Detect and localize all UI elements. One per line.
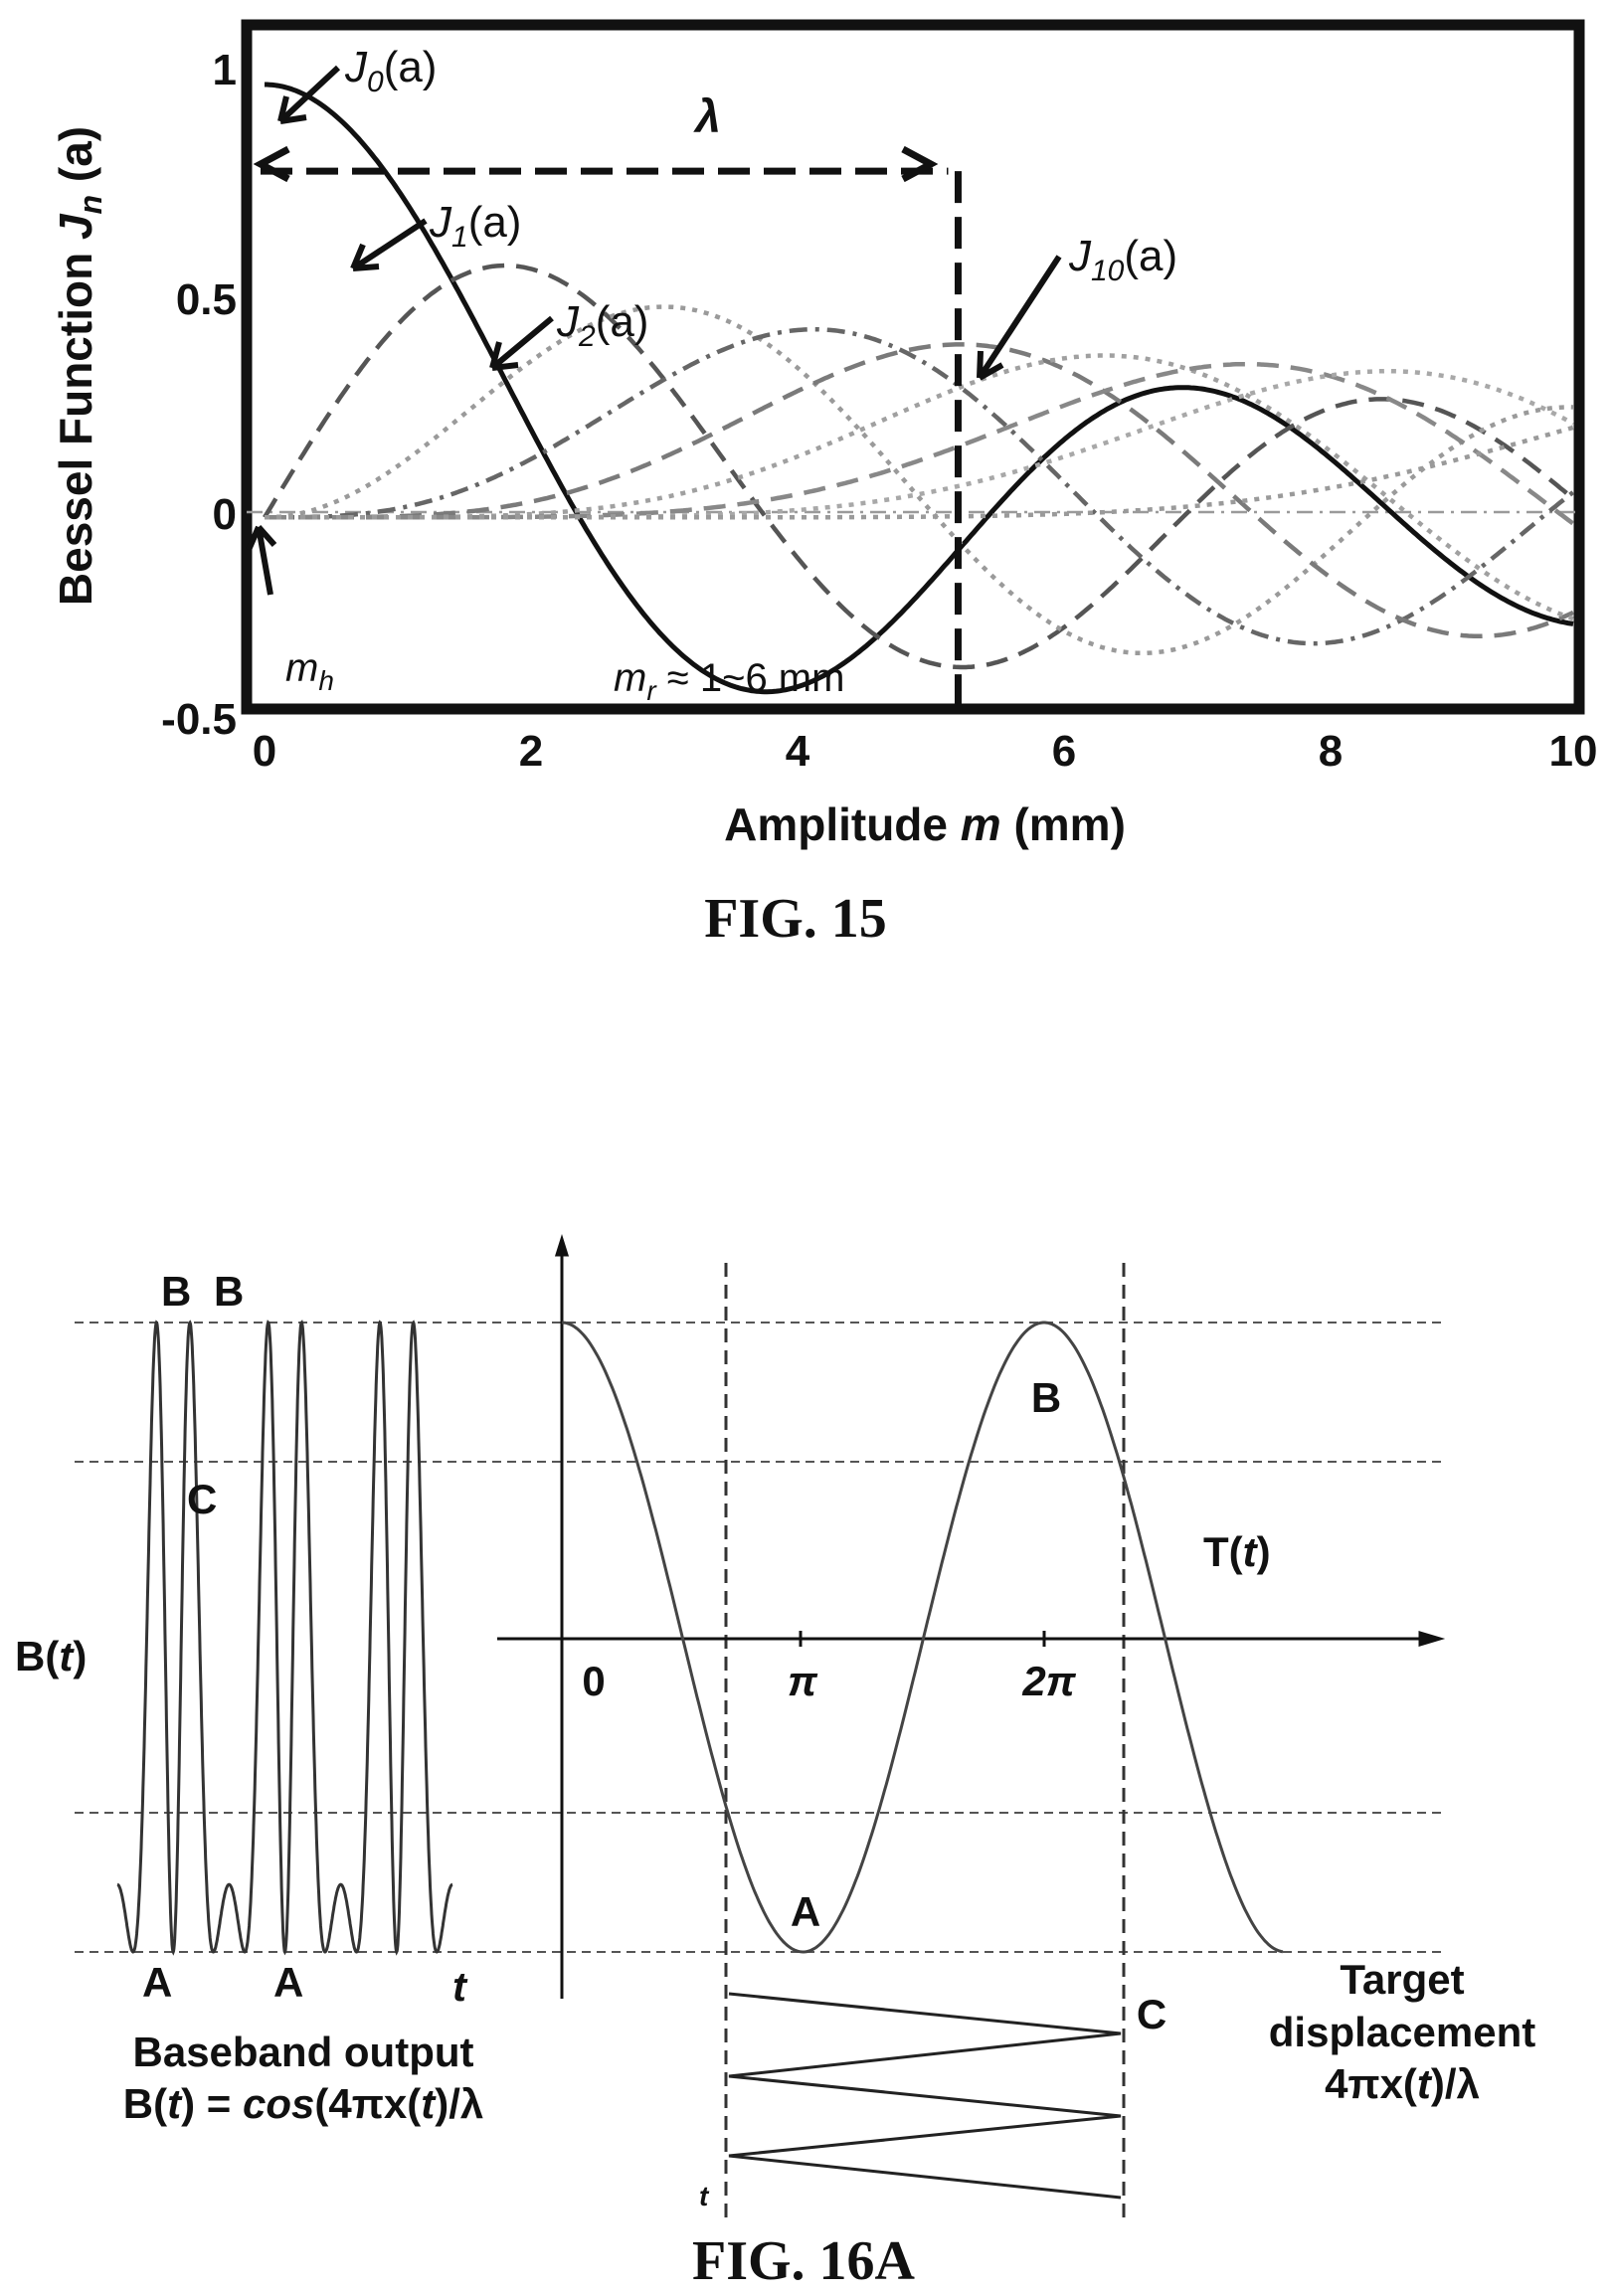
- phase-markers: [724, 1263, 1126, 2217]
- curve-label: T(t): [1203, 1528, 1271, 1575]
- mr-label: mr ≈ 1~6 mm: [614, 656, 844, 706]
- y-tick-label: 0.5: [176, 275, 237, 324]
- displacement-time-label: t: [699, 2181, 710, 2211]
- series-label-j2: J2(a): [556, 297, 648, 353]
- point-label-a: A: [142, 1959, 172, 2006]
- y-axis-label: Bessel Function Jn (a): [50, 126, 108, 606]
- lambda-label: λ: [692, 90, 721, 142]
- figure-caption: FIG. 16A: [692, 2230, 916, 2292]
- mh-label: mh: [285, 646, 334, 696]
- point-label-b: B: [161, 1268, 191, 1315]
- wavelength-indicator: [253, 145, 962, 704]
- series-line-j7: [265, 368, 1575, 520]
- plot-frame: [241, 19, 1585, 715]
- tick-zero: 0: [582, 1658, 605, 1704]
- series-line-j5: [265, 353, 1574, 621]
- time-label: t: [452, 1963, 468, 2010]
- point-label-b: B: [1031, 1374, 1061, 1421]
- series-label-j10: J10(a): [1068, 232, 1177, 287]
- x-tick-label: 6: [1052, 727, 1076, 776]
- series-line-j10: [265, 425, 1574, 520]
- series-label-j0: J0(a): [344, 43, 437, 98]
- x-tick-label: 2: [519, 727, 543, 776]
- point-label-a: A: [791, 1888, 820, 1935]
- x-tick-label: 8: [1319, 727, 1343, 776]
- point-label-c: C: [187, 1476, 217, 1522]
- fig15-chart: 1 0.5 0 -0.5 0 2 4 6 8 10 Amplitude m (m…: [50, 19, 1598, 950]
- waveforms: [116, 1320, 1284, 2200]
- target-caption-line2: displacement: [1269, 2009, 1535, 2055]
- point-label-a: A: [273, 1959, 303, 2006]
- left-title: B(t): [15, 1633, 87, 1679]
- series-label-j1: J1(a): [429, 198, 521, 254]
- phase-curve: [561, 1321, 1284, 1954]
- fig16a-diagram: B(t) B B C A A t Baseband output B(t) = …: [15, 1233, 1535, 2292]
- x-axis-label: Amplitude m (mm): [724, 798, 1126, 850]
- baseband-caption-line2: B(t) = cos(4πx(t)/λ: [123, 2080, 483, 2127]
- x-tick-label: 0: [253, 727, 276, 776]
- series-line-j0: [265, 82, 1574, 695]
- bessel-curves: [263, 82, 1575, 695]
- tick-2pi: 2π: [1021, 1658, 1076, 1704]
- target-caption-line1: Target: [1340, 1956, 1464, 2003]
- baseband-caption-line1: Baseband output: [133, 2029, 474, 2075]
- series-line-j2: [265, 304, 1574, 656]
- right-axes: [497, 1233, 1446, 1999]
- x-tick-label: 4: [786, 727, 810, 776]
- displacement-zigzag: [728, 1992, 1122, 2200]
- point-label-b: B: [214, 1268, 244, 1315]
- series-line-j1: [263, 263, 1575, 670]
- x-tick-label: 10: [1549, 727, 1598, 776]
- y-tick-label: -0.5: [161, 695, 237, 744]
- y-tick-label: 1: [213, 46, 237, 94]
- baseband-waveform: [116, 1320, 453, 1956]
- y-tick-label: 0: [213, 490, 237, 539]
- figure-caption: FIG. 15: [704, 888, 887, 950]
- pointer-arrows: [246, 65, 1062, 596]
- series-line-j4: [265, 342, 1575, 639]
- tick-pi: π: [788, 1658, 818, 1704]
- point-label-c: C: [1137, 1991, 1166, 2037]
- target-caption-line3: 4πx(t)/λ: [1325, 2060, 1480, 2107]
